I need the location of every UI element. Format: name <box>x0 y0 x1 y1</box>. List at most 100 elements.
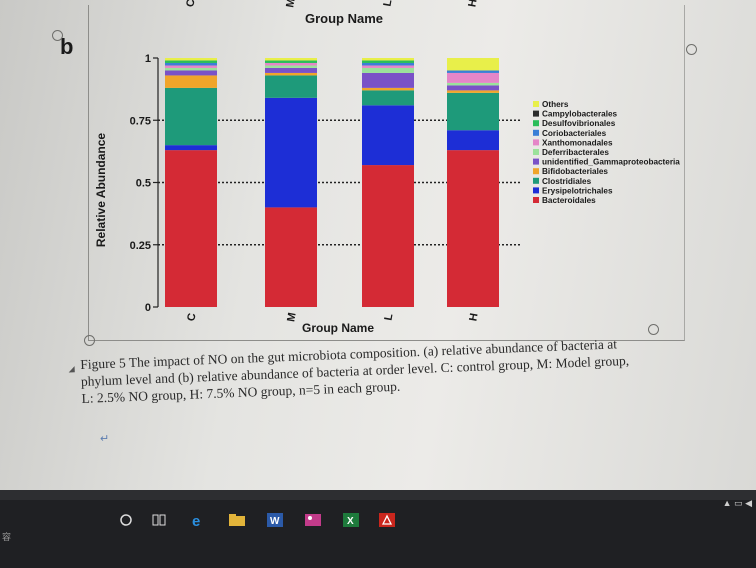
bar-segment-others <box>165 58 217 61</box>
legend-swatch <box>533 101 539 107</box>
bar-segment-clostridiales <box>447 92 499 131</box>
y-tick-label: 1 <box>145 53 151 65</box>
file-explorer-icon[interactable] <box>228 513 246 527</box>
edge-browser-icon[interactable]: e <box>190 513 208 530</box>
x-tick-label: C <box>185 312 198 322</box>
bar-segment-unidentified-gammaproteobacteria <box>362 72 414 88</box>
bar-segment-clostridiales <box>165 87 217 146</box>
paragraph-marker-icon: ◢ <box>68 364 75 374</box>
svg-text:X: X <box>347 516 354 527</box>
resize-handle[interactable] <box>648 324 659 335</box>
bar-segment-bifidobacteriales <box>362 87 414 91</box>
x-axis-label: Group Name <box>302 321 374 335</box>
y-tick-label: 0.25 <box>130 240 151 252</box>
bar-segment-deferribacterales <box>447 82 499 86</box>
legend-swatch <box>533 139 539 146</box>
legend-label: Campylobacterales <box>542 110 618 119</box>
word-icon[interactable]: W <box>266 513 284 527</box>
bar-segment-clostridiales <box>265 75 317 98</box>
bar-segment-xanthomonadales <box>165 65 217 68</box>
resize-handle[interactable] <box>686 44 697 55</box>
legend-label: Deferribacterales <box>542 148 609 157</box>
legend-swatch <box>533 197 539 203</box>
bar-segment-unidentified-gammaproteobacteria <box>447 85 499 91</box>
acrobat-icon[interactable] <box>378 513 396 527</box>
bar-segment-coriobacteriales <box>165 62 217 66</box>
bar-segment-xanthomonadales <box>265 62 317 66</box>
bar-segment-others <box>447 58 499 71</box>
bar-segment-bacteroidales <box>447 150 499 307</box>
bar-segment-erysipelotrichales <box>165 145 217 151</box>
x-tick-label: L <box>382 313 395 322</box>
resize-handle[interactable] <box>52 30 63 41</box>
bar-segment-bacteroidales <box>362 165 414 307</box>
legend-label: Coriobacteriales <box>542 129 607 138</box>
bar-segment-erysipelotrichales <box>265 97 317 208</box>
top-tick-label: H <box>466 0 479 8</box>
legend-swatch <box>533 149 539 155</box>
bar-segment-bifidobacteriales <box>447 90 499 93</box>
y-axis-label: Relative Abundance <box>94 133 108 248</box>
bar-segment-coriobacteriales <box>447 70 499 73</box>
top-tick-label: L <box>382 0 395 7</box>
photos-icon[interactable] <box>304 513 322 527</box>
legend-label: unidentified_Gammaproteobacteria <box>542 158 680 167</box>
bar-segment-others <box>265 58 317 61</box>
legend-swatch <box>533 187 539 194</box>
bar-segment-deferribacterales <box>165 67 217 71</box>
bar-segment-erysipelotrichales <box>362 105 414 166</box>
taskbar-left-text: 容 <box>2 532 12 542</box>
svg-text:e: e <box>192 513 200 527</box>
bar-segment-deferribacterales <box>265 65 317 68</box>
system-tray[interactable]: ▲ ▭ ◀ <box>722 498 752 508</box>
bar-segment-deferribacterales <box>362 67 414 73</box>
bar-segment-erysipelotrichales <box>447 130 499 151</box>
legend-swatch <box>533 158 539 165</box>
bar-segment-desulfovibrionales <box>362 60 414 63</box>
bar-segment-xanthomonadales <box>362 65 414 68</box>
x-tick-label: H <box>467 312 480 322</box>
bar-segment-unidentified-gammaproteobacteria <box>165 70 217 76</box>
legend-swatch <box>533 177 539 184</box>
bar-segment-bacteroidales <box>265 207 317 307</box>
panel-label: b <box>60 34 73 59</box>
y-tick-label: 0.75 <box>130 115 151 127</box>
legend-swatch <box>533 120 539 127</box>
excel-icon[interactable]: X <box>342 513 360 527</box>
legend-swatch <box>533 168 539 175</box>
legend-label: Bifidobacteriales <box>542 167 608 176</box>
legend-label: Clostridiales <box>542 177 592 186</box>
bar-segment-xanthomonadales <box>447 72 499 83</box>
bar-segment-unidentified-gammaproteobacteria <box>265 67 317 73</box>
legend-label: Bacteroidales <box>542 196 596 205</box>
figure-frame <box>88 5 685 341</box>
legend-swatch <box>533 129 539 136</box>
bar-segment-coriobacteriales <box>362 62 414 66</box>
cortana-icon[interactable] <box>117 513 135 527</box>
legend-swatch <box>533 110 539 117</box>
stacked-bar-chart: b Group Name 0 0.25 0.5 0.75 1 Relative Abundan… <box>60 0 680 335</box>
bar-segment-clostridiales <box>362 90 414 106</box>
chart-title: Group Name <box>305 11 383 26</box>
bar-segment-bifidobacteriales <box>165 75 217 88</box>
y-tick-label: 0 <box>145 302 151 314</box>
top-tick-label: M <box>284 0 297 9</box>
task-view-icon[interactable] <box>150 513 168 527</box>
legend-label: Others <box>542 100 569 109</box>
paragraph-return-icon: ↵ <box>100 433 110 445</box>
bar-segment-bacteroidales <box>165 150 217 307</box>
y-tick-label: 0.5 <box>136 178 151 190</box>
bar-segment-desulfovibrionales <box>265 60 317 63</box>
bar-segment-bifidobacteriales <box>265 72 317 76</box>
resize-handle[interactable] <box>84 335 95 346</box>
top-tick-label: C <box>184 0 197 8</box>
bar-segment-desulfovibrionales <box>165 60 217 63</box>
svg-text:W: W <box>270 516 280 527</box>
bar-segment-others <box>362 58 414 61</box>
legend-label: Erysipelotrichales <box>542 186 613 195</box>
legend-label: Xanthomonadales <box>542 138 613 147</box>
taskbar <box>0 490 756 568</box>
taskbar-strip <box>0 490 756 500</box>
x-tick-label: M <box>285 312 298 323</box>
legend-label: Desulfovibrionales <box>542 119 616 128</box>
